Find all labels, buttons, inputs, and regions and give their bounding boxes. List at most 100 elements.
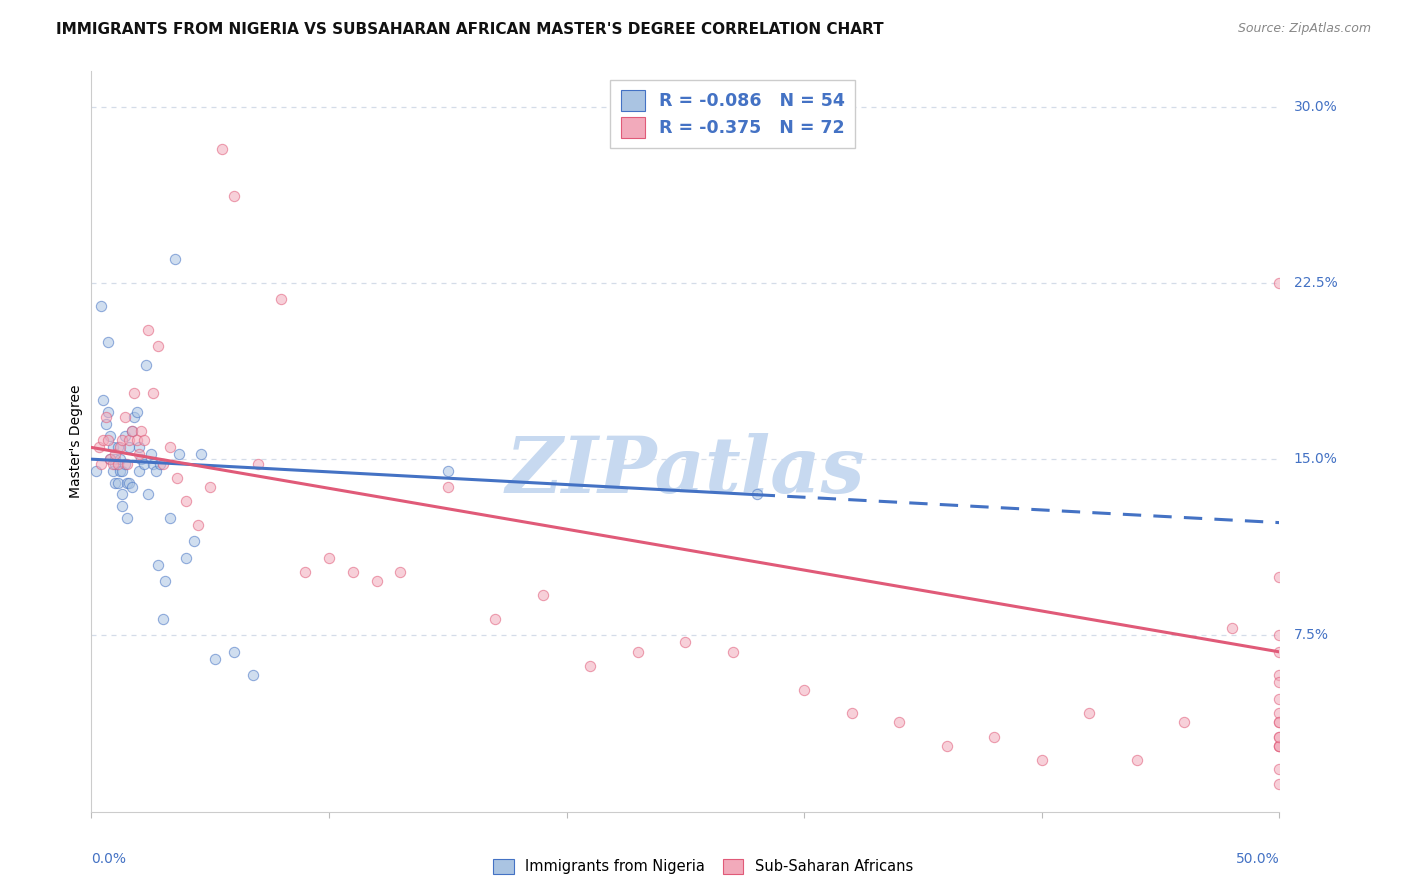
Point: [1268, 706, 1291, 720]
Point: [1268, 739, 1291, 753]
Point: [101, 464, 124, 478]
Point: [1268, 715, 1291, 730]
Point: [100, 452, 122, 467]
Point: [115, 511, 138, 525]
Point: [627, 645, 650, 659]
Point: [101, 457, 124, 471]
Point: [129, 424, 152, 438]
Point: [142, 386, 165, 401]
Point: [111, 487, 134, 501]
Point: [163, 252, 186, 267]
Point: [176, 550, 198, 565]
Point: [579, 659, 602, 673]
Point: [342, 565, 364, 579]
Point: [121, 480, 143, 494]
Point: [142, 457, 165, 471]
Point: [132, 457, 155, 471]
Point: [125, 434, 148, 448]
Point: [108, 452, 131, 467]
Point: [152, 612, 174, 626]
Point: [111, 464, 134, 478]
Point: [745, 487, 768, 501]
Point: [204, 652, 226, 666]
Point: [1268, 628, 1291, 642]
Text: 7.5%: 7.5%: [1294, 629, 1329, 642]
Point: [91, 434, 114, 448]
Point: [152, 457, 174, 471]
Point: [983, 730, 1005, 744]
Point: [1268, 730, 1291, 744]
Point: [104, 447, 127, 461]
Point: [166, 471, 188, 485]
Point: [107, 475, 129, 490]
Point: [1268, 570, 1291, 584]
Y-axis label: Master's Degree: Master's Degree: [69, 384, 83, 499]
Point: [104, 452, 127, 467]
Point: [114, 409, 136, 424]
Point: [138, 323, 160, 337]
Point: [87, 441, 110, 455]
Point: [153, 574, 176, 589]
Point: [1268, 763, 1291, 777]
Point: [139, 447, 162, 461]
Point: [721, 645, 744, 659]
Point: [200, 480, 222, 494]
Point: [211, 142, 233, 156]
Point: [1268, 776, 1291, 790]
Point: [1220, 621, 1243, 635]
Point: [793, 682, 815, 697]
Point: [484, 612, 506, 626]
Point: [159, 441, 181, 455]
Point: [318, 550, 340, 565]
Point: [122, 409, 145, 424]
Point: [1031, 753, 1053, 767]
Point: [1126, 753, 1149, 767]
Point: [107, 457, 129, 471]
Point: [187, 518, 209, 533]
Point: [1173, 715, 1195, 730]
Point: [122, 386, 145, 401]
Point: [389, 565, 412, 579]
Point: [169, 447, 191, 461]
Point: [1078, 706, 1101, 720]
Point: [1268, 645, 1291, 659]
Point: [100, 452, 122, 467]
Point: [101, 441, 124, 455]
Text: IMMIGRANTS FROM NIGERIA VS SUBSAHARAN AFRICAN MASTER'S DEGREE CORRELATION CHART: IMMIGRANTS FROM NIGERIA VS SUBSAHARAN AF…: [56, 22, 884, 37]
Point: [145, 464, 167, 478]
Point: [132, 434, 155, 448]
Point: [222, 645, 245, 659]
Point: [138, 487, 160, 501]
Point: [128, 464, 150, 478]
Point: [107, 441, 129, 455]
Point: [841, 706, 863, 720]
Text: 15.0%: 15.0%: [1294, 452, 1337, 467]
Point: [115, 457, 138, 471]
Point: [125, 405, 148, 419]
Point: [146, 339, 169, 353]
Point: [129, 452, 152, 467]
Point: [246, 457, 269, 471]
Point: [1268, 692, 1291, 706]
Text: 22.5%: 22.5%: [1294, 276, 1337, 290]
Point: [1268, 668, 1291, 682]
Point: [190, 447, 212, 461]
Point: [242, 668, 264, 682]
Point: [159, 511, 181, 525]
Text: 50.0%: 50.0%: [1236, 853, 1279, 866]
Point: [108, 464, 131, 478]
Point: [104, 475, 127, 490]
Point: [146, 558, 169, 572]
Point: [889, 715, 911, 730]
Point: [128, 447, 150, 461]
Point: [1268, 675, 1291, 690]
Point: [1268, 739, 1291, 753]
Point: [176, 494, 198, 508]
Point: [294, 565, 316, 579]
Point: [118, 475, 141, 490]
Point: [97, 334, 120, 349]
Point: [90, 299, 112, 313]
Point: [222, 189, 245, 203]
Point: [97, 405, 120, 419]
Point: [91, 393, 114, 408]
